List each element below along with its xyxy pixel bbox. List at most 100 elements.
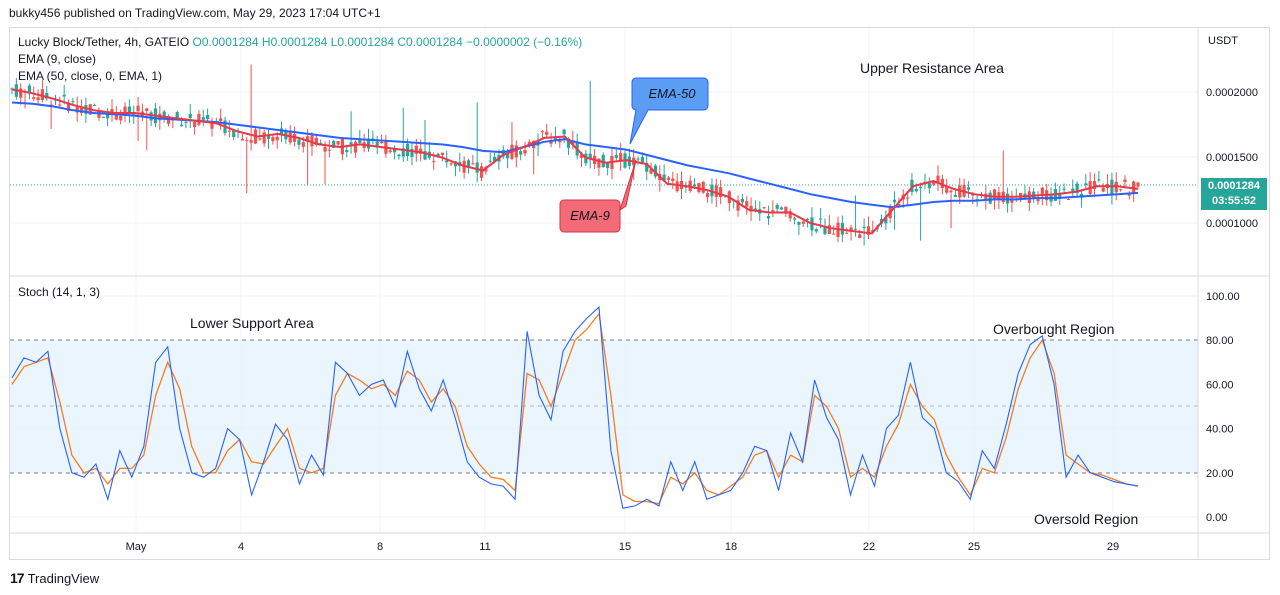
candle-body	[97, 111, 101, 118]
candle-body	[1123, 179, 1127, 183]
candle-body	[766, 216, 771, 219]
overbought-label: Overbought Region	[993, 321, 1114, 337]
candle-body	[710, 184, 714, 197]
candle-body	[401, 148, 405, 157]
candle-body	[314, 137, 318, 145]
time-tick-label: May	[126, 541, 147, 553]
candle-body	[849, 227, 853, 232]
candle-body	[475, 162, 479, 173]
candle-body	[597, 158, 601, 168]
candle-body	[553, 136, 558, 140]
tradingview-logo-icon: 17	[10, 570, 25, 586]
price-tick-label: 0.0001000	[1206, 218, 1258, 230]
candle-body	[606, 162, 610, 168]
candle-body	[175, 112, 179, 118]
candle-body	[514, 145, 518, 158]
candle-body	[379, 141, 384, 144]
candle-body	[562, 129, 566, 135]
time-tick-label: 22	[863, 541, 875, 553]
candle-body	[27, 85, 31, 94]
candle-body	[705, 193, 710, 198]
candle-body	[905, 197, 910, 199]
candle-body	[953, 194, 958, 197]
candle-body	[275, 136, 279, 141]
last-price-tag: 0.0001284 03:55:52	[1201, 178, 1267, 210]
stoch-legend: Stoch (14, 1, 3)	[18, 285, 101, 299]
candle-body	[397, 154, 401, 157]
candle-body	[884, 217, 888, 224]
candle-body	[310, 135, 314, 147]
candle-body	[527, 141, 531, 144]
candle-body	[1097, 179, 1101, 181]
candle-body	[19, 88, 23, 98]
candle-body	[1010, 198, 1014, 203]
candle-body	[258, 138, 262, 140]
time-axis-ticks: May 4 8 11 15 18 22 25 29	[126, 541, 1120, 553]
candle-body	[71, 101, 75, 103]
candle-body	[49, 104, 53, 106]
footer-brand[interactable]: 17 TradingView	[10, 570, 99, 586]
candle-body	[262, 132, 266, 144]
candle-body	[332, 140, 336, 148]
candle-body	[366, 138, 371, 149]
candle-body	[106, 112, 110, 119]
candle-body	[358, 140, 362, 144]
candle-body	[601, 154, 605, 168]
candle-body	[866, 226, 871, 235]
candle-body	[1075, 183, 1079, 194]
candle-body	[662, 174, 666, 182]
chart-frame	[9, 27, 1270, 560]
candle-body	[210, 121, 214, 129]
candle-body	[984, 193, 988, 200]
time-tick-label: 11	[479, 541, 490, 553]
candle-body	[101, 116, 105, 118]
candle-body	[10, 88, 14, 90]
candle-body	[936, 175, 940, 184]
candle-body	[75, 106, 79, 113]
stoch-d-line	[11, 312, 1139, 505]
candle-body	[227, 130, 231, 132]
ema9-callout-bubble	[559, 159, 637, 233]
candle-body	[436, 153, 440, 156]
ema50-callout-label: EMA-50	[649, 86, 697, 101]
footer-brand-label: TradingView	[27, 570, 100, 586]
candle-body	[323, 147, 327, 152]
last-price-value: 0.0001284	[1208, 180, 1260, 192]
candle-body	[1136, 182, 1140, 187]
candle-body	[966, 187, 971, 190]
candle-body	[445, 160, 449, 163]
candle-body	[971, 194, 975, 196]
upper-resistance-label: Upper Resistance Area	[860, 60, 1004, 76]
candle-body	[1127, 194, 1131, 196]
price-tick-label: 0.0002000	[1206, 87, 1258, 99]
candle-body	[149, 112, 153, 121]
candle-body	[566, 138, 571, 148]
stoch-tick-label: 80.00	[1206, 335, 1234, 347]
candle-body	[306, 136, 310, 142]
candle-body	[471, 163, 475, 165]
candle-body	[519, 151, 523, 155]
candle-body	[788, 211, 792, 219]
candle-body	[845, 232, 849, 234]
candle-body	[201, 117, 205, 120]
symbol-legend: Lucky Block/Tether, 4h, GATEIO O0.000128…	[18, 35, 582, 49]
candle-body	[66, 102, 71, 112]
candle-body	[114, 115, 118, 120]
candle-body	[892, 199, 897, 203]
candle-body	[479, 166, 484, 178]
candle-body	[123, 106, 127, 113]
candle-body	[58, 104, 62, 106]
candle-body	[736, 200, 740, 211]
candle-body	[1092, 180, 1097, 190]
candle-body	[179, 124, 184, 127]
candle-body	[801, 221, 805, 224]
candle-body	[45, 92, 49, 99]
candle-body	[701, 181, 705, 193]
candle-body	[653, 165, 658, 177]
candle-body	[1062, 188, 1066, 190]
time-tick-label: 18	[725, 541, 737, 553]
time-tick-label: 8	[377, 541, 383, 553]
candle-body	[549, 141, 553, 144]
candle-body	[249, 140, 253, 143]
